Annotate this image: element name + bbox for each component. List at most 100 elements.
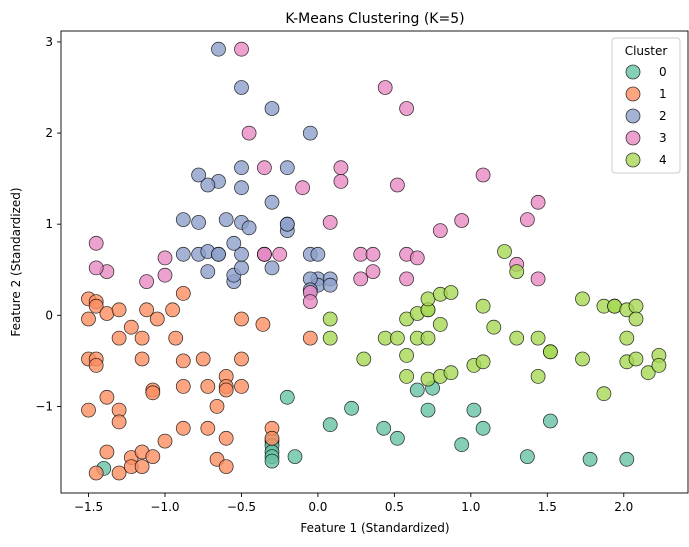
data-point-cluster-3 [530, 194, 546, 210]
data-point-cluster-2 [279, 216, 295, 232]
data-point-cluster-1 [195, 351, 211, 367]
data-point-cluster-1 [88, 465, 104, 481]
data-point-cluster-2 [279, 160, 295, 176]
x-tick-label: 1.5 [538, 500, 557, 514]
data-point-cluster-0 [475, 420, 491, 436]
data-point-cluster-3 [520, 212, 535, 228]
data-point-cluster-0 [543, 413, 558, 429]
y-tick-label: 0 [45, 308, 53, 322]
data-point-cluster-4 [575, 351, 590, 367]
data-point-cluster-3 [333, 160, 349, 176]
data-point-cluster-3 [157, 250, 173, 266]
data-point-cluster-1 [168, 330, 184, 346]
data-point-cluster-4 [640, 365, 656, 381]
data-point-cluster-0 [279, 389, 295, 405]
data-point-cluster-1 [264, 430, 280, 446]
data-point-cluster-3 [139, 274, 155, 290]
data-point-cluster-3 [333, 173, 349, 189]
data-point-cluster-1 [139, 302, 155, 318]
data-point-cluster-1 [111, 465, 127, 481]
data-point-cluster-0 [420, 402, 436, 418]
data-point-cluster-1 [145, 449, 161, 465]
legend-marker-cluster-3 [625, 130, 641, 146]
legend-marker-cluster-4 [625, 152, 641, 168]
data-point-cluster-3 [432, 223, 448, 239]
data-point-cluster-1 [255, 316, 271, 332]
legend: Cluster 0 1 2 3 4 [611, 37, 681, 174]
data-point-cluster-1 [145, 385, 161, 401]
data-point-cluster-4 [420, 291, 436, 307]
data-point-cluster-1 [218, 382, 234, 398]
data-point-cluster-1 [302, 330, 318, 346]
data-point-cluster-1 [99, 444, 115, 460]
data-point-cluster-1 [209, 398, 225, 414]
data-point-cluster-2 [234, 80, 249, 95]
data-point-cluster-2 [191, 167, 207, 183]
legend-label-cluster-4: 4 [659, 153, 667, 167]
data-point-cluster-4 [443, 365, 459, 381]
data-point-cluster-1 [134, 330, 150, 346]
data-point-cluster-1 [81, 402, 96, 418]
data-point-cluster-0 [322, 417, 338, 433]
data-point-cluster-4 [432, 316, 448, 332]
data-point-cluster-0 [264, 453, 280, 469]
data-point-cluster-4 [399, 368, 415, 384]
legend-box [611, 37, 681, 174]
y-tick-label: −1 [35, 399, 53, 413]
legend-items: 0 1 2 3 4 [625, 64, 667, 168]
data-point-cluster-4 [530, 330, 546, 346]
data-point-cluster-4 [420, 371, 436, 387]
legend-marker-cluster-2 [625, 108, 641, 124]
points-layer [81, 41, 667, 481]
x-tick-label: 2.0 [614, 500, 633, 514]
data-point-cluster-1 [88, 357, 104, 373]
data-point-cluster-3 [389, 177, 405, 193]
x-tick-label: −0.5 [227, 500, 256, 514]
data-point-cluster-1 [157, 433, 173, 449]
data-point-cluster-4 [486, 319, 502, 335]
data-point-cluster-2 [200, 177, 216, 193]
data-point-cluster-2 [264, 194, 280, 210]
data-point-cluster-3 [256, 246, 272, 262]
data-point-cluster-4 [356, 351, 372, 367]
x-tick-label: −1.0 [150, 500, 179, 514]
data-point-cluster-4 [575, 291, 590, 307]
data-point-cluster-0 [409, 382, 425, 398]
y-tick-label: 2 [45, 126, 53, 140]
legend-label-cluster-2: 2 [659, 109, 667, 123]
data-point-cluster-4 [607, 298, 622, 314]
y-tick-label: 3 [45, 35, 53, 49]
data-point-cluster-2 [302, 125, 318, 141]
data-point-cluster-4 [596, 386, 612, 402]
data-point-cluster-2 [234, 260, 249, 276]
data-point-cluster-0 [389, 430, 405, 446]
data-point-cluster-1 [175, 353, 191, 369]
data-point-cluster-2 [191, 214, 207, 230]
x-tick-label: 0.0 [308, 500, 327, 514]
data-point-cluster-3 [399, 271, 415, 287]
data-point-cluster-4 [475, 298, 491, 314]
data-point-cluster-1 [200, 378, 216, 394]
data-point-cluster-1 [111, 414, 127, 430]
data-point-cluster-2 [226, 235, 242, 251]
data-point-cluster-3 [302, 294, 318, 310]
data-point-cluster-1 [165, 302, 181, 318]
data-point-cluster-2 [234, 246, 249, 262]
data-point-cluster-0 [287, 449, 303, 465]
legend-label-cluster-3: 3 [659, 131, 667, 145]
plot-frame [60, 30, 689, 494]
data-point-cluster-4 [497, 244, 512, 259]
data-point-cluster-4 [651, 357, 667, 373]
data-point-cluster-3 [353, 271, 369, 287]
legend-label-cluster-0: 0 [659, 65, 667, 79]
data-point-cluster-3 [234, 41, 249, 57]
data-point-cluster-4 [628, 298, 644, 314]
data-point-cluster-1 [175, 285, 191, 301]
data-point-cluster-2 [211, 246, 226, 262]
data-point-cluster-3 [157, 267, 173, 283]
data-point-cluster-4 [619, 330, 635, 346]
data-point-cluster-1 [218, 459, 234, 475]
y-axis-label: Feature 2 (Standardized) [9, 187, 23, 336]
data-point-cluster-1 [175, 420, 191, 436]
data-point-cluster-3 [256, 160, 272, 176]
